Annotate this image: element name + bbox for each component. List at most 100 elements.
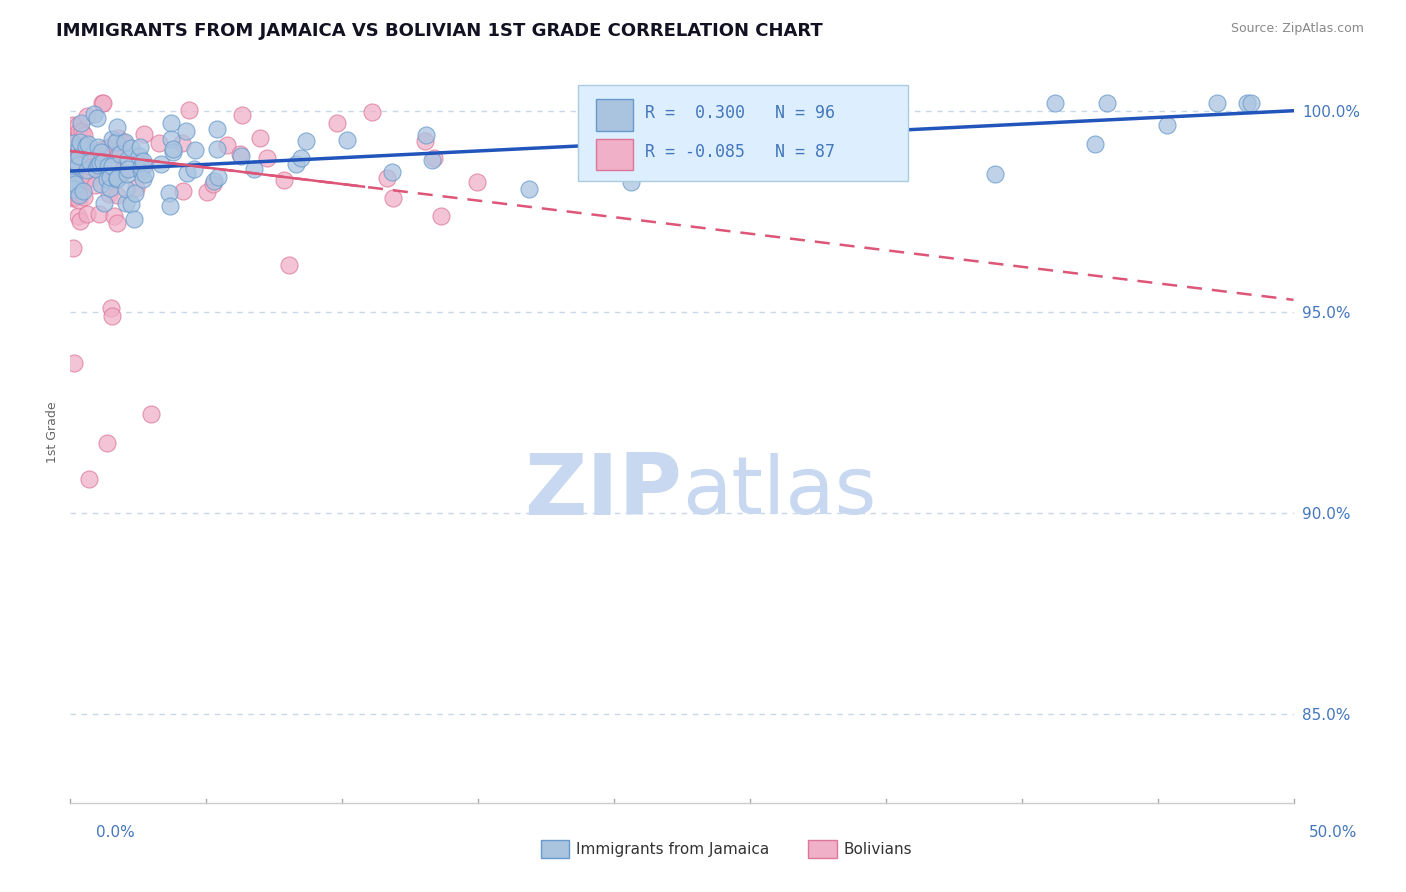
Point [295, 134, 318, 148]
Point [75, 155, 97, 169]
Point [76, 162, 98, 177]
Point [128, 140, 150, 154]
Point [91, 95, 114, 110]
Point [73, 152, 96, 166]
Point [620, 175, 643, 189]
Point [162, 145, 184, 159]
Point [420, 153, 443, 167]
Point [77, 472, 100, 486]
Point [277, 258, 299, 272]
Point [132, 171, 155, 186]
Point [98, 170, 121, 185]
Point [243, 161, 266, 176]
Point [159, 199, 181, 213]
Point [73, 128, 96, 142]
Point [62, 118, 84, 132]
Point [195, 186, 218, 200]
Point [176, 166, 198, 180]
Point [741, 138, 763, 153]
Point [172, 136, 194, 151]
Point [1084, 136, 1107, 151]
Text: Bolivians: Bolivians [844, 842, 912, 856]
Point [96, 172, 118, 186]
Point [105, 187, 128, 202]
Point [465, 175, 488, 189]
Point [883, 128, 905, 143]
Point [128, 149, 150, 163]
Point [90, 177, 112, 191]
Point [63, 190, 86, 204]
Point [129, 163, 152, 178]
Point [100, 132, 122, 146]
Point [273, 173, 295, 187]
Point [76, 137, 98, 152]
Point [76, 109, 98, 123]
Point [62, 191, 84, 205]
Point [159, 116, 181, 130]
Text: atlas: atlas [682, 453, 876, 531]
Point [179, 103, 201, 117]
FancyBboxPatch shape [578, 85, 908, 181]
Point [695, 109, 717, 123]
Point [97, 141, 120, 155]
Point [108, 165, 131, 179]
Point [983, 167, 1005, 181]
Point [93, 196, 115, 211]
Point [69, 156, 91, 170]
Point [96, 436, 118, 450]
Point [728, 103, 751, 117]
Point [83, 178, 105, 192]
Point [83, 106, 105, 120]
Point [1043, 95, 1066, 110]
Point [104, 140, 127, 154]
Text: Immigrants from Jamaica: Immigrants from Jamaica [576, 842, 769, 856]
Point [134, 167, 156, 181]
Point [413, 135, 436, 149]
Point [62, 175, 84, 189]
Point [66, 154, 89, 169]
Text: 0.0%: 0.0% [96, 825, 135, 840]
Point [66, 118, 89, 132]
Point [91, 155, 114, 169]
Point [162, 143, 184, 157]
FancyBboxPatch shape [596, 138, 633, 169]
FancyBboxPatch shape [596, 99, 633, 130]
Point [415, 128, 437, 142]
Point [66, 129, 89, 144]
Point [70, 162, 93, 177]
Point [336, 133, 359, 147]
Point [62, 172, 84, 186]
Point [72, 173, 94, 187]
Point [87, 207, 110, 221]
Point [86, 111, 108, 125]
Point [66, 210, 89, 224]
Text: Source: ZipAtlas.com: Source: ZipAtlas.com [1230, 22, 1364, 36]
Point [75, 166, 97, 180]
Point [97, 168, 120, 182]
Point [98, 181, 121, 195]
Point [69, 214, 91, 228]
Text: ZIP: ZIP [524, 450, 682, 533]
Point [131, 161, 153, 175]
Point [62, 175, 84, 189]
Point [86, 161, 108, 176]
Point [326, 116, 349, 130]
Point [97, 159, 120, 173]
Point [105, 172, 128, 186]
Point [77, 161, 100, 176]
Point [174, 124, 197, 138]
Point [132, 158, 155, 172]
Point [91, 142, 114, 156]
Point [125, 181, 148, 195]
Point [249, 131, 271, 145]
Point [80, 160, 103, 174]
Point [67, 187, 90, 202]
Point [117, 162, 139, 177]
Text: 50.0%: 50.0% [1309, 825, 1357, 840]
Point [91, 95, 114, 110]
Point [70, 134, 93, 148]
Point [381, 165, 404, 179]
Point [643, 145, 665, 159]
Point [67, 149, 90, 163]
Point [65, 154, 87, 169]
